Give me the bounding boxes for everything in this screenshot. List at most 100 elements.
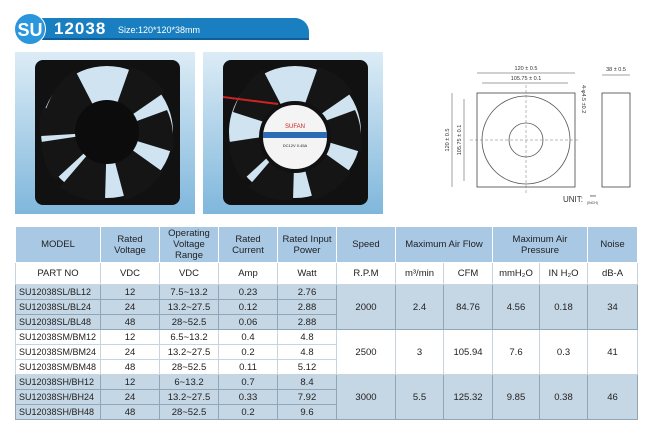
svg-text:UNIT:: UNIT: xyxy=(563,195,583,204)
table-cell: 28~52.5 xyxy=(159,359,219,375)
table-cell: 24 xyxy=(100,389,160,405)
model-title: 12038 xyxy=(54,19,107,38)
table-cell: 2.88 xyxy=(277,314,337,330)
table-cell: 24 xyxy=(100,344,160,360)
table-row: SU12038SM/BM48 48 28~52.5 0.11 5.12 xyxy=(15,359,638,375)
unit-header: CFM xyxy=(443,262,493,285)
unit-header: IN H₂O xyxy=(539,262,588,285)
group-mmh2o: 4.56 xyxy=(492,284,540,330)
column-header: MODEL xyxy=(15,226,101,263)
column-header: Maximum Air Pressure xyxy=(492,226,588,263)
table-cell: 7.92 xyxy=(277,389,337,405)
table-cell: 24 xyxy=(100,299,160,315)
table-cell: 12 xyxy=(100,284,160,300)
group-mmh2o: 7.6 xyxy=(492,329,540,375)
group-inh2o: 0.18 xyxy=(539,284,588,330)
group-noise: 46 xyxy=(587,374,638,420)
group-noise: 41 xyxy=(587,329,638,375)
table-cell: 7.5~13.2 xyxy=(159,284,219,300)
table-cell: 28~52.5 xyxy=(159,314,219,330)
column-header: Speed xyxy=(336,226,396,263)
table-cell: 0.33 xyxy=(218,389,278,405)
table-row: SU12038SL/BL24 24 13.2~27.5 0.12 2.88 xyxy=(15,299,638,315)
table-cell: SU12038SM/BM48 xyxy=(15,359,101,375)
fan-back-photo: SUFAN DC12V 0.45A xyxy=(203,52,383,214)
brand-logo: SU xyxy=(14,13,46,45)
svg-text:mm: mm xyxy=(590,194,596,198)
dimension-drawing: 120 ± 0.5 105.75 ± 0.1 120 ± 0.5 105.75 … xyxy=(430,55,651,215)
table-cell: 12 xyxy=(100,329,160,345)
fan-front-photo xyxy=(15,52,195,214)
svg-text:120 ± 0.5: 120 ± 0.5 xyxy=(445,129,451,152)
group-inh2o: 0.3 xyxy=(539,329,588,375)
spec-table: MODEL Rated Voltage Operating Voltage Rang… xyxy=(15,226,638,420)
table-cell: 13.2~27.5 xyxy=(159,389,219,405)
table-cell: SU12038SL/BL12 xyxy=(15,284,101,300)
unit-header: VDC xyxy=(100,262,160,285)
svg-text:DC12V 0.45A: DC12V 0.45A xyxy=(283,143,308,148)
table-cell: 4.8 xyxy=(277,344,337,360)
table-cell: 0.11 xyxy=(218,359,278,375)
table-row: SU12038SH/BH12 12 6~13.2 0.7 8.4 3000 5.5 125.3… xyxy=(15,374,638,420)
group-m3: 5.5 xyxy=(395,374,444,420)
column-header: Rated Current xyxy=(218,226,278,263)
table-cell: 28~52.5 xyxy=(159,404,219,420)
group-inh2o: 0.38 xyxy=(539,374,588,420)
column-header: Rated Voltage xyxy=(100,226,160,263)
table-cell: SU12038SL/BL24 xyxy=(15,299,101,315)
column-header: Rated Input Power xyxy=(277,226,337,263)
unit-header: mmH₂O xyxy=(492,262,540,285)
table-cell: SU12038SH/BH24 xyxy=(15,389,101,405)
svg-text:38 ± 0.5: 38 ± 0.5 xyxy=(606,67,626,73)
table-cell: 6.5~13.2 xyxy=(159,329,219,345)
table-cell: 0.7 xyxy=(218,374,278,390)
group-speed: 2000 xyxy=(336,284,396,330)
table-row: SU12038SL/BL12 12 7.5~13.2 0.23 2.76 2000 2.4 8… xyxy=(15,284,638,330)
unit-header: Amp xyxy=(218,262,278,285)
units-row: PART NO VDC VDC Amp Watt R.P.M m³/min CFM mmH₂O I… xyxy=(15,262,638,285)
fan-back-icon: SUFAN DC12V 0.45A xyxy=(222,60,368,205)
table-cell: 13.2~27.5 xyxy=(159,344,219,360)
table-cell: SU12038SM/BM12 xyxy=(15,329,101,345)
size-text: Size:120*120*38mm xyxy=(118,25,201,35)
svg-text:120 ± 0.5: 120 ± 0.5 xyxy=(515,66,538,72)
group-speed: 3000 xyxy=(336,374,396,420)
table-cell: 0.2 xyxy=(218,404,278,420)
table-row: SU12038SH/BH24 24 13.2~27.5 0.33 7.92 xyxy=(15,389,638,405)
column-header: Operating Voltage Range xyxy=(159,226,219,263)
table-cell: SU12038SH/BH12 xyxy=(15,374,101,390)
unit-header: Watt xyxy=(277,262,337,285)
table-cell: 48 xyxy=(100,404,160,420)
group-cfm: 125.32 xyxy=(443,374,493,420)
table-cell: 0.2 xyxy=(218,344,278,360)
column-header: Noise xyxy=(587,226,638,263)
group-cfm: 84.76 xyxy=(443,284,493,330)
table-cell: 12 xyxy=(100,374,160,390)
table-cell: SU12038SL/BL48 xyxy=(15,314,101,330)
svg-text:(INCH): (INCH) xyxy=(587,201,598,205)
table-cell: 0.23 xyxy=(218,284,278,300)
svg-text:105.75 ± 0.1: 105.75 ± 0.1 xyxy=(457,125,463,156)
table-row: SU12038SM/BM12 12 6.5~13.2 0.4 4.8 2500 3 105.9… xyxy=(15,329,638,375)
title-banner xyxy=(22,18,309,40)
table-cell: 2.76 xyxy=(277,284,337,300)
group-m3: 3 xyxy=(395,329,444,375)
svg-text:4-φ4.5 ±0.2: 4-φ4.5 ±0.2 xyxy=(580,85,586,113)
group-speed: 2500 xyxy=(336,329,396,375)
table-row: SU12038SM/BM24 24 13.2~27.5 0.2 4.8 xyxy=(15,344,638,360)
table-cell: 48 xyxy=(100,314,160,330)
column-header: Maximum Air Flow xyxy=(395,226,493,263)
fan-front-icon xyxy=(35,60,180,205)
table-cell: SU12038SH/BH48 xyxy=(15,404,101,420)
table-cell: SU12038SM/BM24 xyxy=(15,344,101,360)
table-cell: 5.12 xyxy=(277,359,337,375)
unit-header: PART NO xyxy=(15,262,101,285)
table-cell: 4.8 xyxy=(277,329,337,345)
table-cell: 8.4 xyxy=(277,374,337,390)
table-cell: 13.2~27.5 xyxy=(159,299,219,315)
table-cell: 0.4 xyxy=(218,329,278,345)
svg-text:SUFAN: SUFAN xyxy=(285,124,305,130)
table-cell: 2.88 xyxy=(277,299,337,315)
table-cell: 0.06 xyxy=(218,314,278,330)
group-cfm: 105.94 xyxy=(443,329,493,375)
